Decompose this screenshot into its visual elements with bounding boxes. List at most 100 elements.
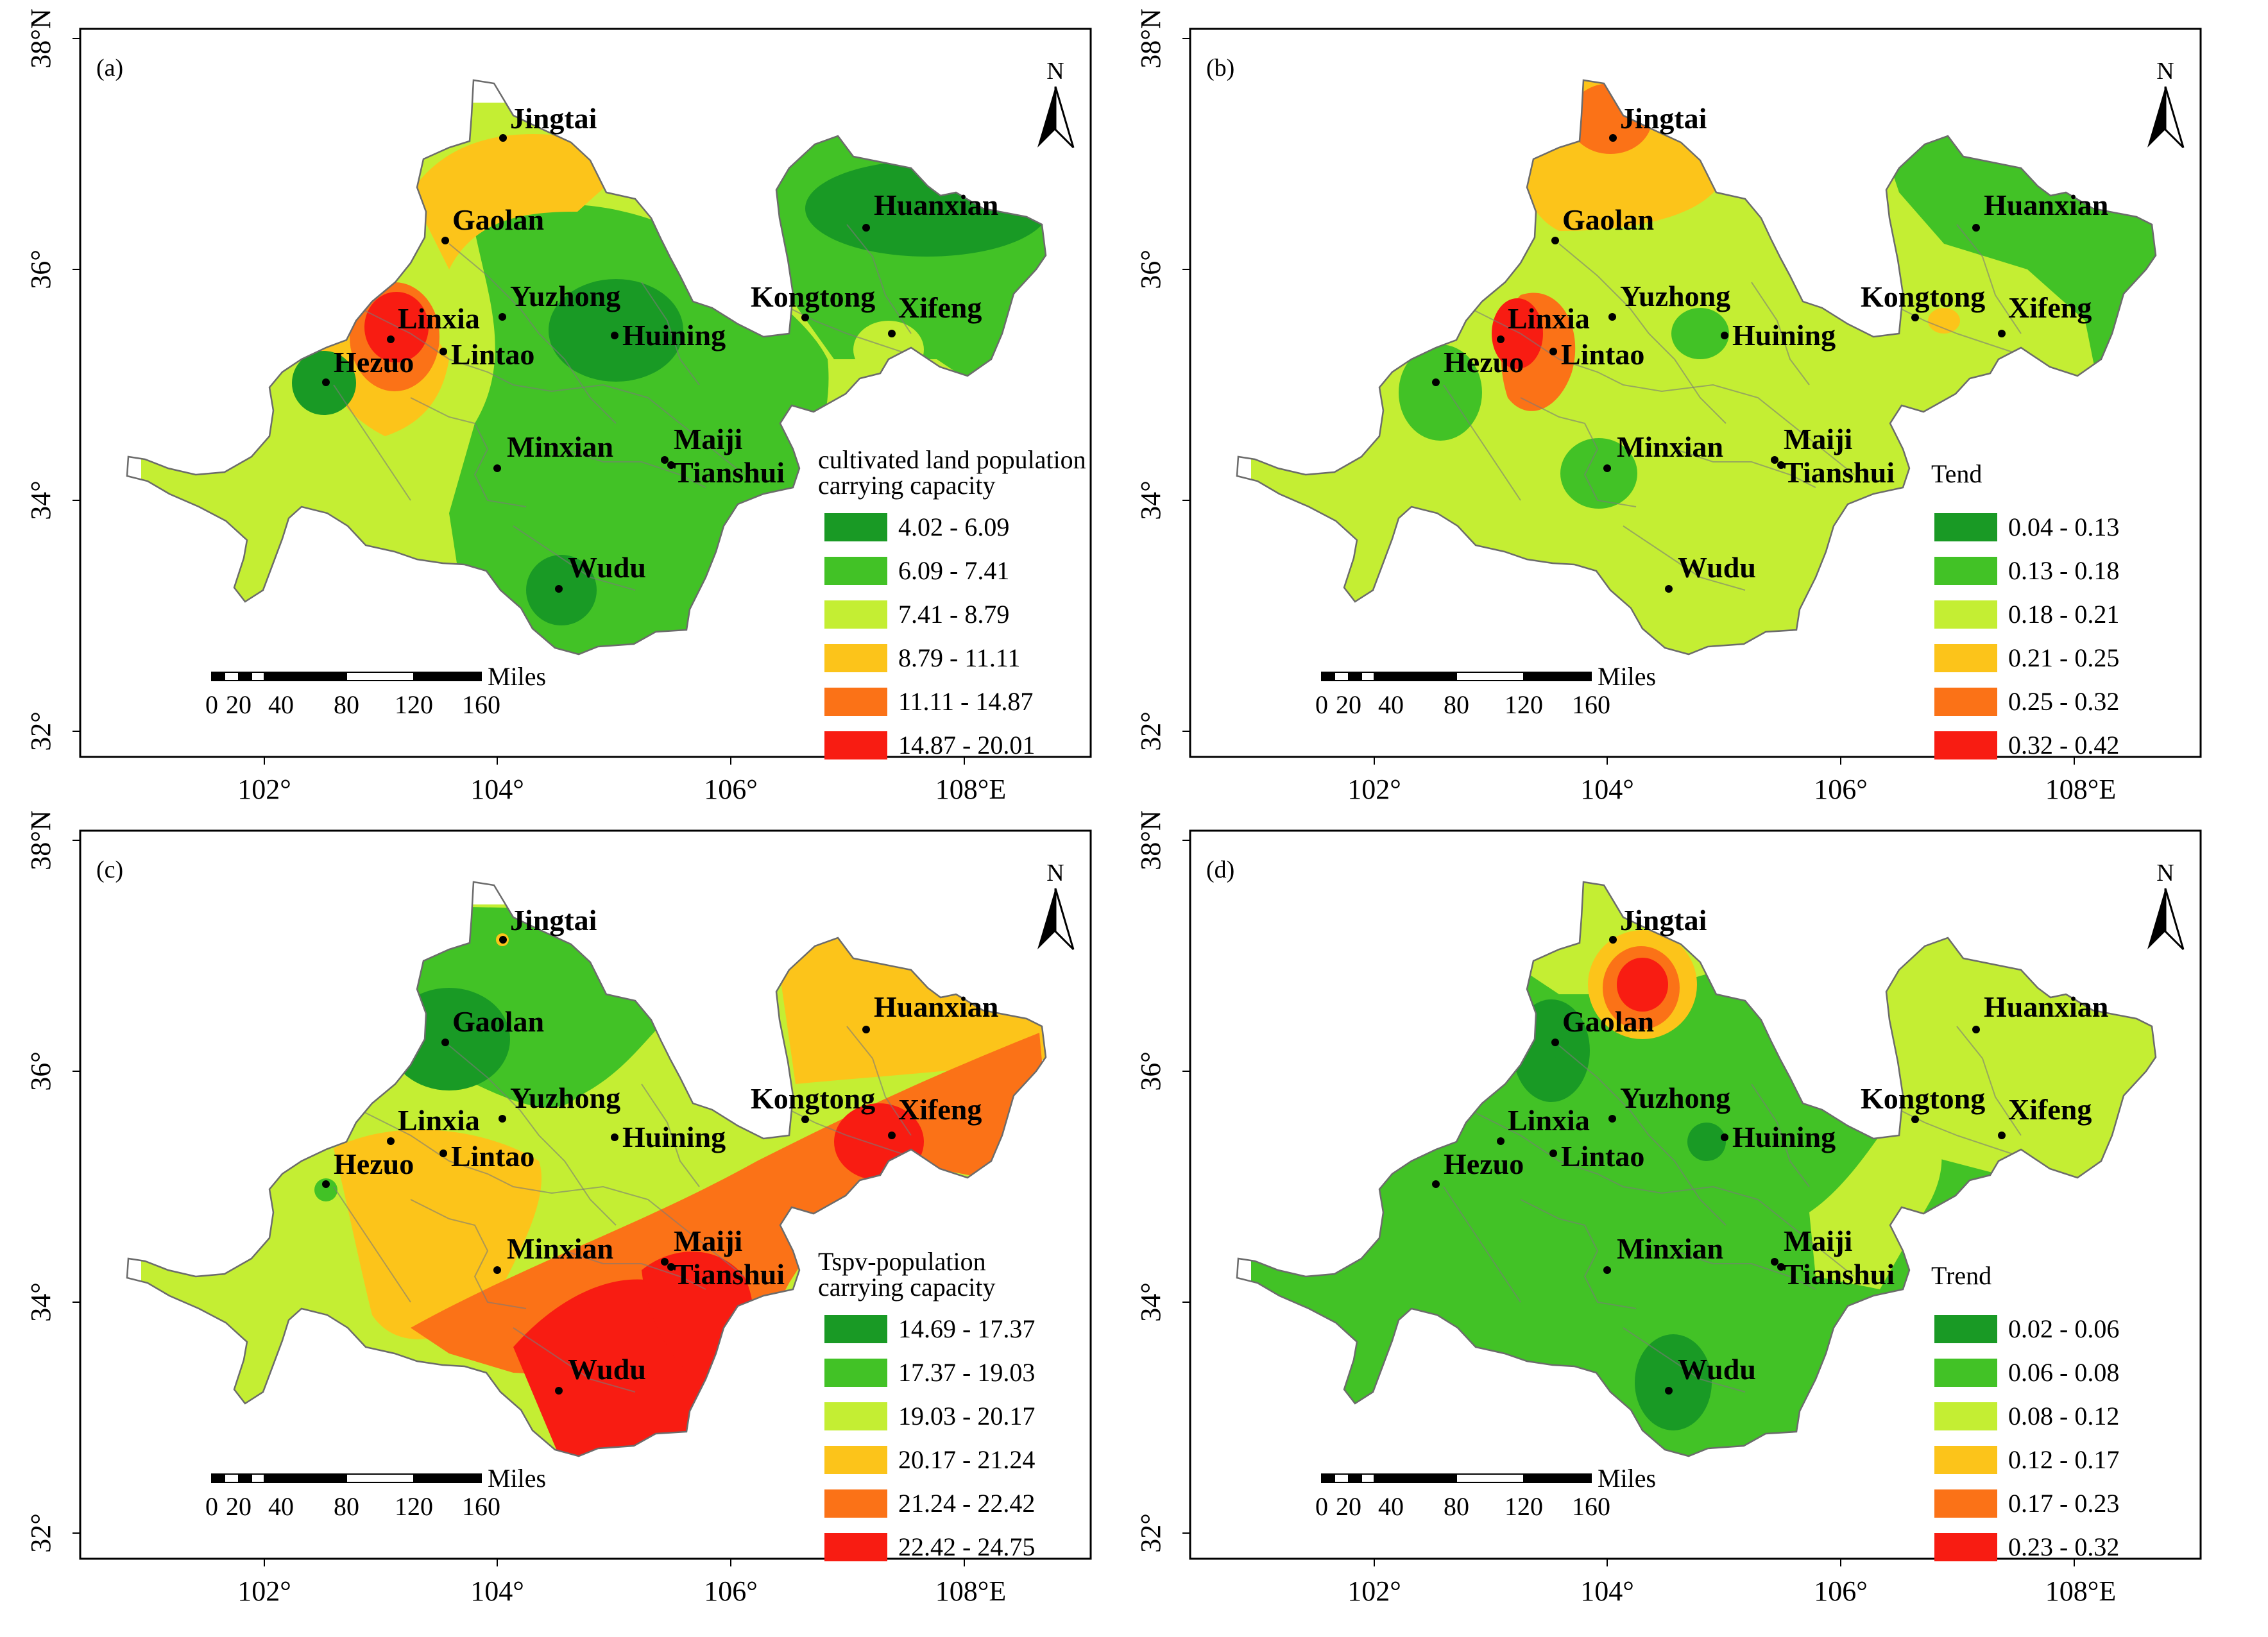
- city-label: Tianshui: [674, 1258, 785, 1291]
- lat-label: 36°: [25, 250, 56, 289]
- county-boundary: [1674, 1250, 1816, 1290]
- scale-tick: 40: [1378, 1492, 1404, 1521]
- county-boundary: [513, 1327, 636, 1393]
- city-dot: [667, 1263, 675, 1271]
- city-label: Xifeng: [898, 291, 982, 324]
- city-label: Minxian: [507, 430, 613, 463]
- scale-tick: 0: [205, 690, 218, 719]
- city-label: Hezuo: [334, 1148, 414, 1180]
- legend-swatch: [1934, 557, 1997, 585]
- city-label: Xifeng: [2008, 291, 2092, 324]
- city-label: Wudu: [568, 551, 646, 584]
- scale-segment: [1386, 672, 1457, 681]
- lat-label: 34°: [25, 1282, 56, 1322]
- lat-label: 36°: [1135, 1051, 1166, 1091]
- lat-label: 38°N: [1135, 810, 1166, 870]
- city-dot: [1721, 332, 1728, 339]
- legend-swatch: [1934, 513, 1997, 541]
- legend-swatch: [824, 600, 887, 629]
- lon-label: 108°E: [2045, 774, 2116, 805]
- scale-tick: 40: [268, 1492, 294, 1521]
- scale-segment: [1456, 672, 1524, 681]
- city-label: Gaolan: [452, 203, 544, 236]
- city-dot: [1665, 585, 1673, 593]
- legend-swatch: [824, 1359, 887, 1387]
- city-label: Jingtai: [510, 102, 597, 135]
- province-outline: [1236, 881, 2157, 1457]
- scale-segment: [211, 672, 225, 681]
- city-dot: [1998, 1132, 2006, 1139]
- city-label: Tianshui: [674, 456, 785, 489]
- county-boundary: [1956, 1026, 2022, 1136]
- legend-label: 8.79 - 11.11: [898, 643, 1020, 672]
- scale-bar: Miles 0 20 40 80 120 160: [1315, 662, 1656, 719]
- city-dot: [499, 936, 507, 944]
- county-boundary: [641, 1083, 700, 1187]
- north-arrow-icon: N: [1037, 860, 1075, 951]
- legend-swatch: [824, 557, 887, 585]
- panel-tag: (d): [1206, 856, 1234, 883]
- county-boundary: [1751, 1083, 1810, 1187]
- city-label: Maiji: [674, 423, 743, 455]
- legend-swatch: [1934, 1533, 1997, 1561]
- county-boundary: [359, 1109, 745, 1277]
- scale-tick: 80: [334, 690, 359, 719]
- city-dot: [441, 1039, 449, 1046]
- legend-swatch: [1934, 1359, 1997, 1387]
- city-label: Tianshui: [1784, 1258, 1895, 1291]
- legend-title: cultivated land population: [818, 445, 1086, 474]
- city-dot: [1608, 313, 1616, 321]
- city-label: Hezuo: [334, 346, 414, 378]
- city-dot: [1911, 314, 1919, 321]
- legend-swatch: [1934, 688, 1997, 716]
- scale-segment: [251, 672, 265, 681]
- legend-label: 0.21 - 0.25: [2008, 643, 2119, 672]
- scale-bar: Miles 0 20 40 80 120 160: [1315, 1464, 1656, 1521]
- city-dot: [439, 1149, 447, 1157]
- county-boundary: [448, 243, 617, 424]
- city-dot: [661, 1258, 669, 1266]
- scale-bar: Miles 0 20 40 80 120 160: [205, 662, 546, 719]
- county-boundary: [1751, 282, 1810, 386]
- city-dot: [1497, 335, 1505, 343]
- legend-label: 14.69 - 17.37: [898, 1314, 1035, 1343]
- city-dot: [1911, 1115, 1919, 1123]
- scale-tick: 20: [226, 1492, 252, 1521]
- city-dot: [1549, 1149, 1557, 1157]
- zone: [314, 1178, 337, 1201]
- legend-swatch: [824, 1315, 887, 1343]
- north-label: N: [1046, 860, 1064, 886]
- city-dot: [667, 461, 675, 469]
- county-boundary: [1520, 1199, 1637, 1309]
- city-dot: [1665, 1387, 1673, 1395]
- scale-segment: [1456, 1473, 1524, 1483]
- city-dot: [801, 1115, 809, 1123]
- scale-tick: 20: [226, 690, 252, 719]
- zone: [1635, 1334, 1712, 1430]
- city-label: Hezuo: [1444, 346, 1524, 378]
- city-label: Lintao: [451, 338, 534, 371]
- city-dot: [661, 456, 669, 464]
- legend-label: 4.02 - 6.09: [898, 513, 1009, 541]
- scale-tick: 120: [395, 690, 433, 719]
- legend: Trend 0.02 - 0.06 0.06 - 0.08 0.08 - 0.12 0.…: [1931, 1261, 2119, 1561]
- city-label: Yuzhong: [1620, 1081, 1730, 1114]
- county-boundary: [564, 448, 706, 488]
- scale-tick: 80: [1444, 1492, 1469, 1521]
- scale-segment: [1348, 672, 1362, 681]
- city-dot: [1551, 237, 1559, 244]
- city-label: Yuzhong: [1620, 280, 1730, 312]
- legend-swatch: [824, 1489, 887, 1518]
- scale-segment: [413, 1473, 482, 1483]
- scale-tick: 160: [1572, 1492, 1610, 1521]
- scale-segment: [346, 1473, 414, 1483]
- lon-label: 104°: [470, 774, 524, 805]
- scale-segment: [1523, 1473, 1592, 1483]
- legend-swatch: [824, 1402, 887, 1430]
- city-label: Huanxian: [1984, 990, 2108, 1023]
- legend-swatch: [824, 644, 887, 672]
- lat-label: 38°N: [25, 8, 56, 68]
- scale-unit: Miles: [1598, 1464, 1656, 1493]
- lon-label: 108°E: [935, 774, 1006, 805]
